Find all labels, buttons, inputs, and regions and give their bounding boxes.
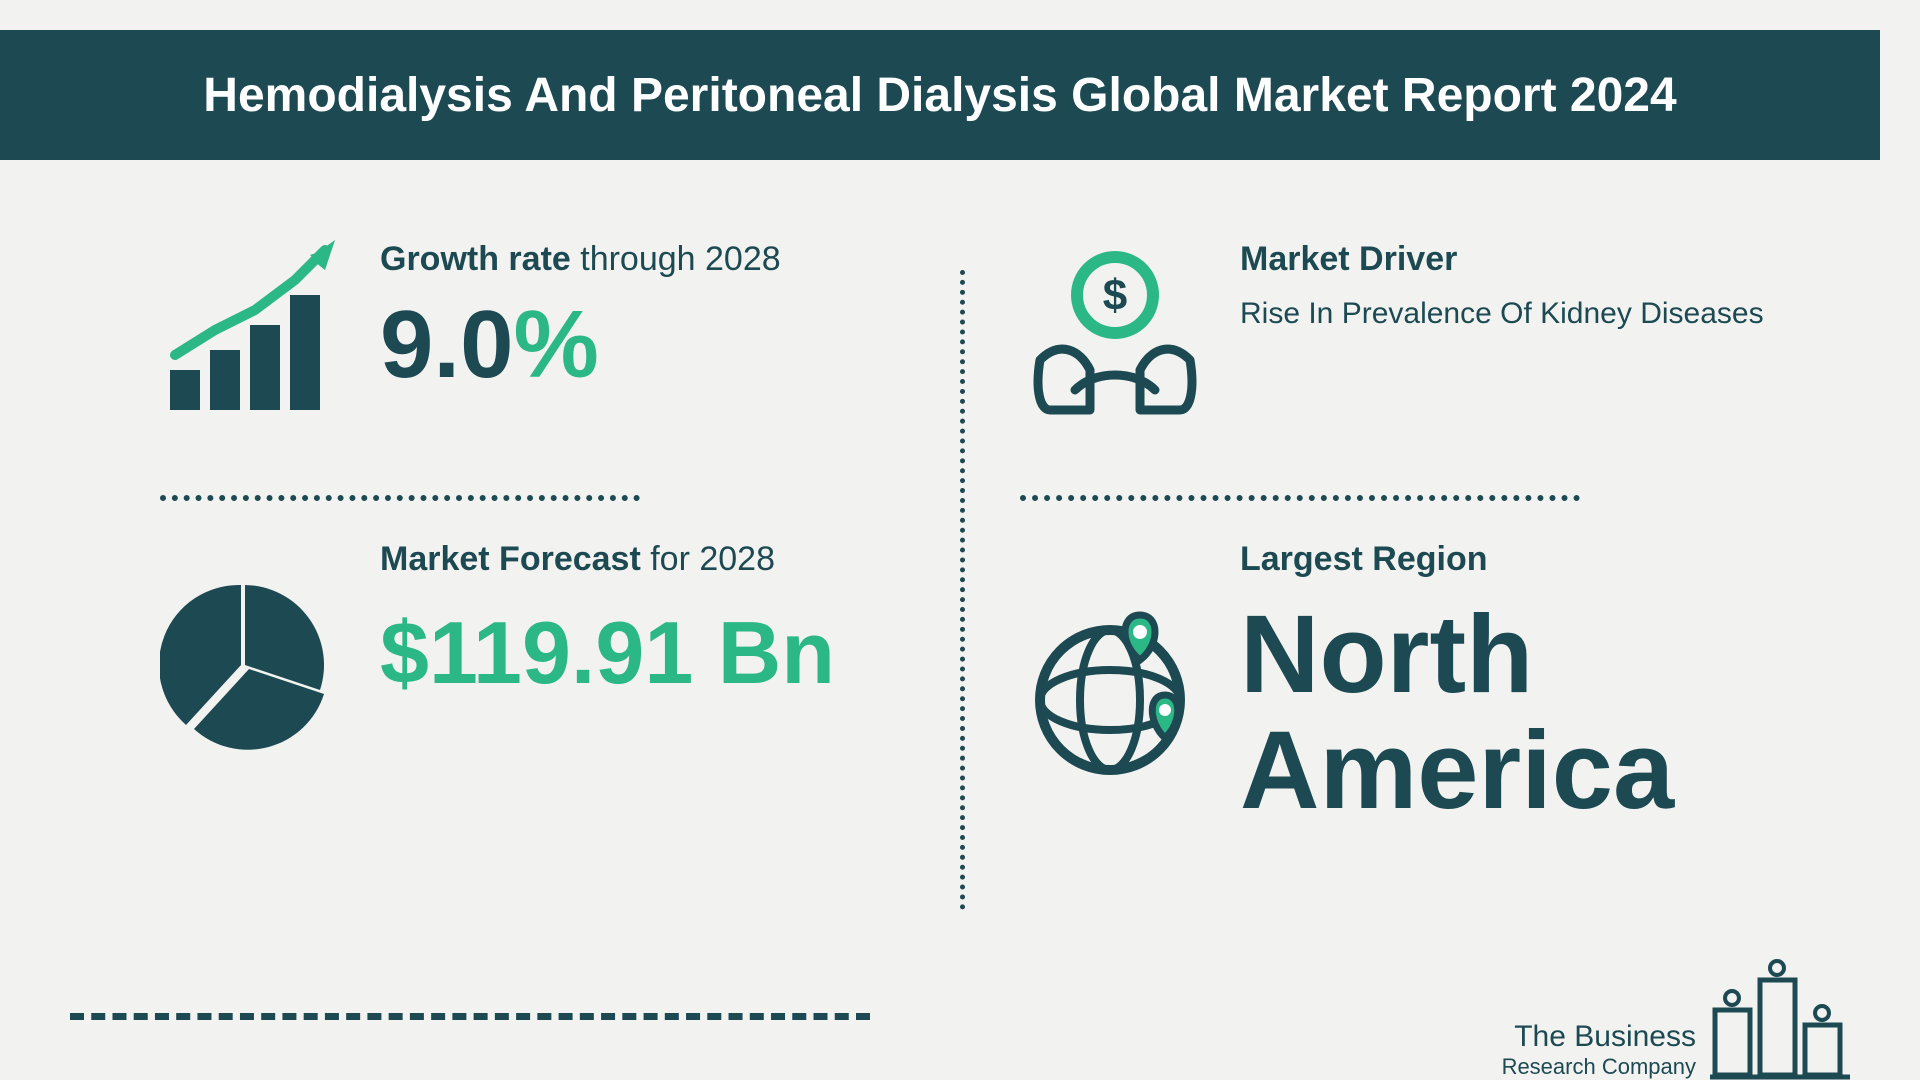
growth-value: 9.0%: [380, 297, 781, 393]
driver-label-text: Market Driver: [1240, 240, 1457, 278]
region-cell: Largest Region North America: [1020, 540, 1800, 900]
growth-value-suffix: %: [513, 291, 598, 398]
growth-label-bold: Growth rate: [380, 240, 571, 278]
region-value: North America: [1240, 597, 1674, 828]
forecast-unit: Bn: [693, 603, 835, 702]
driver-label: Market Driver: [1240, 240, 1764, 279]
driver-cell: $ Market Driver Rise In Prevalence Of Ki…: [1020, 240, 1800, 540]
growth-bottom-divider: [160, 495, 640, 501]
building-bars-icon: [1710, 950, 1850, 1080]
region-line1: North: [1240, 593, 1533, 716]
logo-line2: Research Company: [1502, 1054, 1696, 1080]
growth-cell: Growth rate through 2028 9.0%: [160, 240, 940, 540]
content-grid: Growth rate through 2028 9.0% $: [0, 160, 1920, 900]
globe-pins-icon: [1020, 540, 1220, 795]
growth-label: Growth rate through 2028: [380, 240, 781, 279]
growth-value-number: 9.0: [380, 291, 513, 398]
region-label-text: Largest Region: [1240, 540, 1487, 578]
logo-line1: The Business: [1502, 1020, 1696, 1054]
svg-text:$: $: [1103, 271, 1127, 320]
forecast-cell: Market Forecast for 2028 $119.91 Bn: [160, 540, 940, 900]
growth-label-rest: through 2028: [571, 240, 781, 278]
driver-text: Rise In Prevalence Of Kidney Diseases: [1240, 297, 1764, 331]
logo-text: The Business Research Company: [1502, 1020, 1696, 1080]
driver-bottom-divider: [1020, 495, 1580, 501]
bar-chart-arrow-icon: [160, 240, 360, 435]
forecast-label-rest: for 2028: [641, 540, 775, 578]
company-logo: The Business Research Company: [1502, 950, 1850, 1080]
header-banner: Hemodialysis And Peritoneal Dialysis Glo…: [0, 30, 1880, 160]
pie-chart-icon: [160, 540, 360, 755]
forecast-label-bold: Market Forecast: [380, 540, 641, 578]
region-line2: America: [1240, 709, 1674, 832]
hands-dollar-icon: $: [1020, 240, 1220, 435]
forecast-currency: $: [380, 603, 429, 702]
forecast-value: $119.91 Bn: [380, 609, 835, 697]
region-label: Largest Region: [1240, 540, 1674, 579]
forecast-number: 119.91: [429, 603, 693, 702]
header-title: Hemodialysis And Peritoneal Dialysis Glo…: [203, 68, 1676, 123]
forecast-label: Market Forecast for 2028: [380, 540, 835, 579]
bottom-dash-divider: [70, 1013, 870, 1020]
